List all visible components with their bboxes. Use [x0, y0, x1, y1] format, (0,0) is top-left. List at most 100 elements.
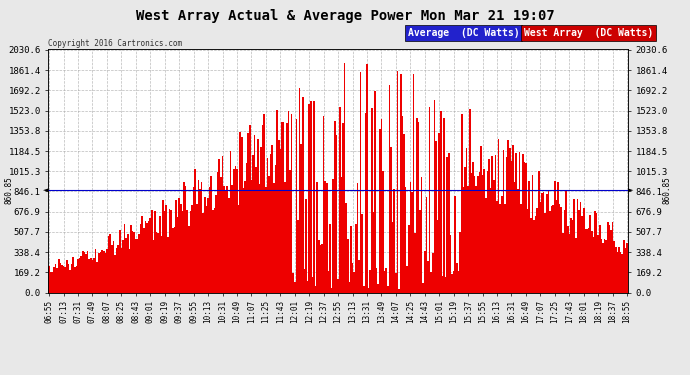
Bar — [127, 234, 128, 292]
Bar — [111, 245, 112, 292]
Bar — [413, 74, 415, 292]
Bar — [207, 198, 209, 292]
Bar — [137, 239, 138, 292]
Bar — [266, 158, 268, 292]
Bar — [92, 260, 93, 292]
Bar — [501, 196, 503, 292]
Bar — [504, 204, 506, 292]
Bar — [474, 176, 475, 292]
Bar — [293, 273, 294, 292]
Bar — [323, 116, 324, 292]
Bar — [98, 253, 99, 292]
Bar — [161, 236, 162, 292]
Bar — [440, 111, 442, 292]
Bar — [63, 266, 64, 292]
Bar — [278, 140, 279, 292]
Bar — [255, 167, 257, 292]
Bar — [202, 213, 204, 292]
Bar — [348, 282, 350, 292]
Bar — [193, 187, 195, 292]
Bar — [286, 123, 288, 292]
Bar — [313, 101, 315, 292]
Bar — [511, 161, 512, 292]
Bar — [506, 157, 508, 292]
Bar — [124, 224, 126, 292]
Text: ◄: ◄ — [43, 187, 48, 193]
Bar — [288, 111, 289, 292]
Bar — [121, 248, 122, 292]
Bar — [228, 198, 230, 292]
Bar — [397, 71, 398, 292]
Bar — [421, 177, 422, 292]
Bar — [575, 238, 577, 292]
Bar — [485, 198, 486, 292]
Bar — [146, 224, 148, 292]
Bar — [437, 220, 438, 292]
Bar — [333, 178, 334, 292]
Bar — [335, 135, 337, 292]
Bar — [517, 189, 519, 292]
Bar — [403, 135, 405, 292]
Bar — [328, 270, 329, 292]
Bar — [82, 251, 83, 292]
Bar — [588, 228, 589, 292]
Bar — [219, 159, 220, 292]
Bar — [586, 229, 588, 292]
Bar — [388, 85, 391, 292]
Bar — [604, 239, 605, 292]
Bar — [519, 152, 520, 292]
Bar — [428, 107, 431, 292]
Bar — [276, 110, 278, 292]
Bar — [471, 173, 472, 292]
Bar — [130, 225, 132, 292]
Bar — [196, 204, 197, 292]
Bar — [377, 284, 379, 292]
Bar — [438, 133, 440, 292]
Bar — [442, 276, 443, 292]
Bar — [443, 118, 445, 292]
Bar — [562, 233, 564, 292]
Bar — [55, 264, 57, 292]
Bar — [302, 97, 304, 292]
Bar — [132, 231, 133, 292]
Bar — [387, 286, 388, 292]
Bar — [525, 163, 526, 292]
Bar — [564, 210, 565, 292]
Bar — [384, 272, 386, 292]
Bar — [268, 176, 270, 292]
Bar — [515, 153, 517, 292]
Bar — [366, 64, 368, 292]
Bar — [548, 190, 549, 292]
Bar — [578, 210, 580, 292]
Bar — [514, 182, 515, 292]
Bar — [480, 146, 482, 292]
Bar — [509, 148, 511, 292]
Bar — [310, 101, 312, 292]
Bar — [83, 252, 86, 292]
Bar — [491, 156, 493, 292]
Bar — [342, 123, 344, 292]
Bar — [254, 135, 255, 292]
Bar — [558, 183, 559, 292]
Bar — [379, 129, 381, 292]
Bar — [622, 254, 623, 292]
Bar — [536, 208, 538, 292]
Bar — [453, 272, 455, 292]
Bar — [283, 122, 284, 292]
Bar — [122, 240, 124, 292]
Bar — [460, 232, 461, 292]
Bar — [456, 263, 457, 292]
Bar — [119, 230, 121, 292]
Bar — [95, 249, 97, 292]
Bar — [307, 280, 308, 292]
Bar — [248, 133, 249, 292]
Bar — [166, 206, 167, 292]
Bar — [167, 237, 169, 292]
Bar — [445, 277, 446, 292]
Bar — [472, 162, 474, 292]
Bar — [427, 261, 428, 292]
Bar — [405, 187, 406, 292]
Bar — [479, 172, 480, 292]
Bar — [411, 192, 413, 292]
Bar — [334, 121, 336, 292]
